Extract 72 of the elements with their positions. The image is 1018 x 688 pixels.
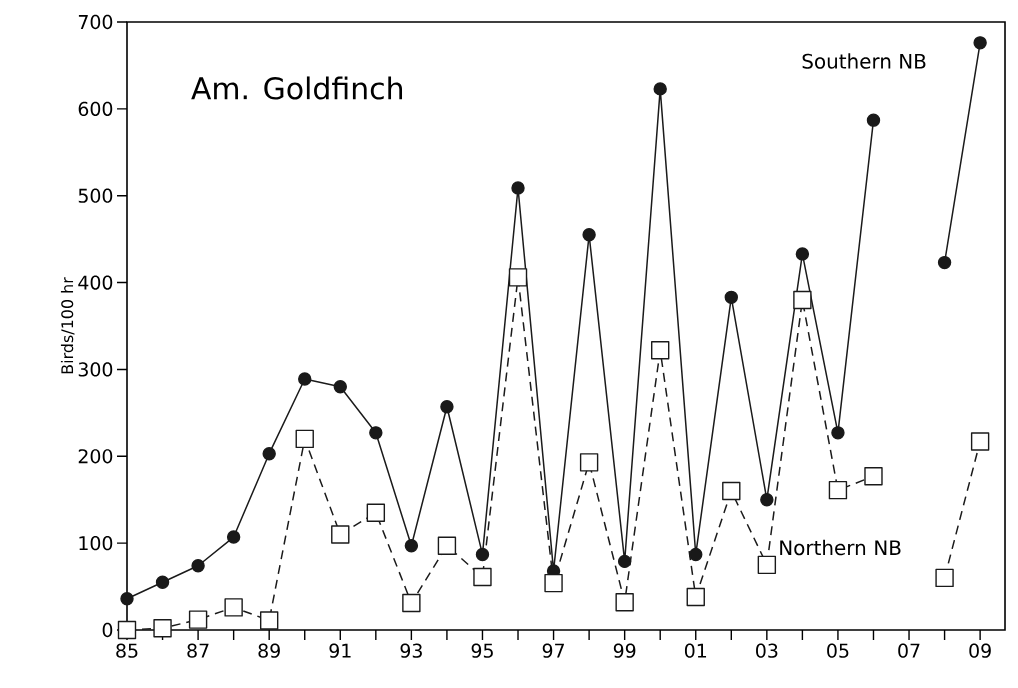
point [760, 493, 774, 507]
point [689, 547, 703, 562]
point [724, 290, 738, 305]
point [866, 113, 881, 127]
x-tick-label: 93 [400, 643, 422, 658]
point [226, 530, 241, 544]
x-tick-label: 01 [684, 643, 707, 658]
point [440, 400, 454, 414]
text: Southern NB [802, 53, 926, 69]
y-tick-label: 0 [102, 622, 113, 638]
point [828, 480, 848, 500]
x-tick-label: 87 [187, 643, 209, 658]
x-tick-label: 05 [827, 643, 849, 658]
point [331, 525, 350, 544]
point [686, 587, 705, 607]
point [262, 446, 276, 461]
point [333, 380, 347, 394]
point [473, 567, 492, 587]
point [935, 568, 954, 588]
point [722, 481, 741, 501]
x-tick-label: 09 [969, 643, 991, 658]
text: Am. Goldfinch [191, 76, 403, 100]
point [615, 593, 634, 612]
point [937, 255, 952, 270]
point [757, 555, 777, 575]
point [579, 453, 599, 472]
point [366, 503, 386, 522]
x-tick-label: 99 [613, 643, 636, 658]
point [831, 426, 845, 440]
point [188, 610, 208, 629]
point [511, 181, 525, 195]
point [795, 247, 810, 261]
point [259, 611, 279, 630]
point [617, 554, 632, 569]
point [970, 432, 990, 451]
point [582, 228, 596, 242]
point [402, 593, 421, 613]
point [653, 82, 667, 96]
x-tick-label: 89 [258, 643, 280, 658]
point [864, 467, 883, 486]
point [298, 372, 312, 386]
point [793, 290, 812, 310]
point [508, 268, 528, 287]
point [369, 426, 383, 440]
x-tick-label: 91 [329, 643, 351, 658]
point [651, 341, 670, 360]
point [404, 539, 419, 553]
x-tick-label: 07 [898, 643, 920, 658]
x-tick-label: 85 [116, 643, 138, 658]
point [191, 559, 205, 573]
point [973, 36, 987, 50]
point [153, 619, 172, 638]
series-label: Northern NB [780, 539, 901, 556]
x-tick-label: 95 [471, 643, 493, 658]
y-tick-label: 300 [78, 362, 113, 377]
y-tick-label: 700 [78, 14, 113, 30]
x-tick-label: 97 [542, 643, 564, 658]
y-axis-title: Birds/100 hr [60, 277, 75, 374]
y-tick-label: 600 [78, 101, 113, 117]
point [544, 573, 563, 593]
y-tick-label: 500 [78, 188, 113, 203]
point [295, 429, 314, 449]
x-tick-label: 03 [756, 643, 778, 658]
y-tick-label: 400 [78, 275, 113, 290]
point [120, 592, 134, 606]
point [437, 536, 457, 555]
point [155, 575, 170, 589]
point [117, 620, 137, 640]
y-tick-label: 100 [79, 535, 113, 551]
point [475, 547, 490, 562]
y-tick-label: 200 [78, 449, 113, 464]
point [224, 598, 243, 617]
